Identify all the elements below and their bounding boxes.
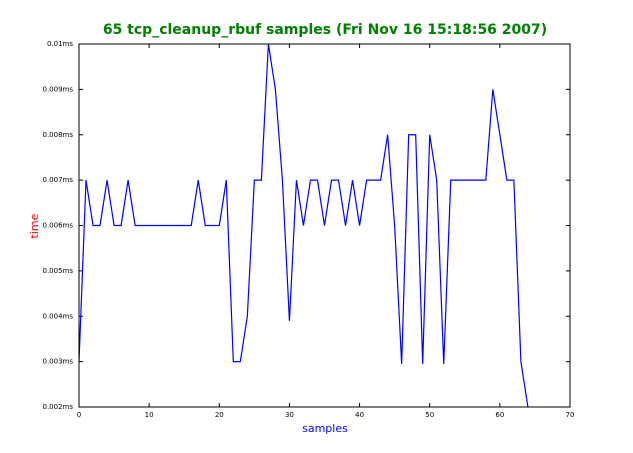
x-tick-label: 50: [425, 411, 434, 419]
y-tick-label: 0.005ms: [42, 267, 73, 275]
x-tick-label: 20: [215, 411, 224, 419]
x-tick-label: 60: [495, 411, 504, 419]
y-tick-label: 0.004ms: [42, 312, 73, 320]
x-tick-label: 70: [566, 411, 575, 419]
y-tick-label: 0.008ms: [42, 131, 73, 139]
y-axis-label: time: [28, 213, 41, 238]
data-line: [79, 44, 529, 408]
x-axis-label: samples: [302, 422, 348, 435]
chart-title: 65 tcp_cleanup_rbuf samples (Fri Nov 16 …: [103, 22, 547, 38]
x-tick-label: 10: [145, 411, 154, 419]
plot-frame: [78, 43, 571, 408]
y-tick-label: 0.01ms: [47, 40, 73, 48]
x-tick-label: 30: [285, 411, 294, 419]
y-tick-label: 0.009ms: [42, 85, 73, 93]
y-tick-label: 0.002ms: [42, 403, 73, 411]
y-tick-label: 0.007ms: [42, 176, 73, 184]
y-tick-label: 0.006ms: [42, 222, 73, 230]
x-tick-label: 0: [77, 411, 81, 419]
y-tick-label: 0.003ms: [42, 358, 73, 366]
x-tick-label: 40: [355, 411, 364, 419]
